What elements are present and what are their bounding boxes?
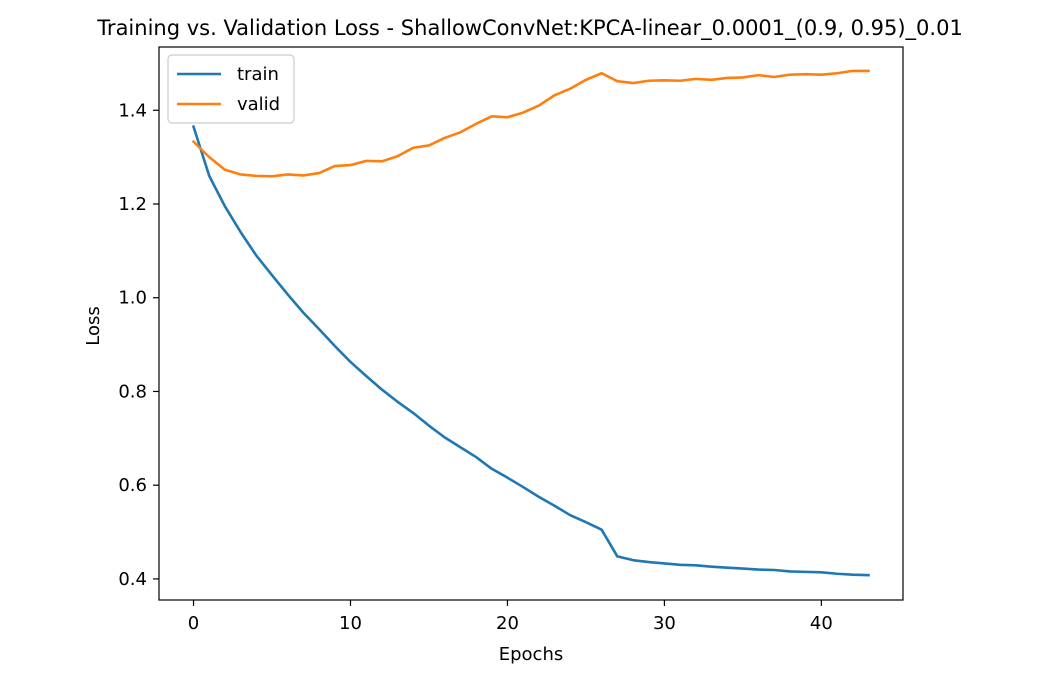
- x-tick-label: 40: [810, 613, 833, 634]
- x-tick-label: 10: [339, 613, 362, 634]
- x-axis-label: Epochs: [499, 644, 564, 665]
- axes-ticks: 0 10 20 30 40 0.4 0.6 0.8 1.0 1.2 1.4: [118, 100, 832, 634]
- x-tick-label: 20: [496, 613, 519, 634]
- x-tick-label: 30: [653, 613, 676, 634]
- chart-title: Training vs. Validation Loss - ShallowCo…: [96, 16, 963, 41]
- legend-label-train: train: [237, 64, 279, 85]
- y-axis-label: Loss: [83, 306, 104, 345]
- y-tick-label: 1.4: [118, 100, 147, 121]
- y-tick-label: 1.0: [118, 288, 147, 309]
- legend-box: [167, 54, 295, 124]
- x-tick-label: 0: [188, 613, 199, 634]
- y-tick-label: 1.2: [118, 194, 147, 215]
- y-tick-label: 0.6: [118, 475, 147, 496]
- plot-frame: [158, 46, 904, 601]
- y-tick-label: 0.4: [118, 569, 147, 590]
- legend-label-valid: valid: [237, 94, 280, 115]
- series-line-valid: [191, 69, 870, 178]
- series-line-train: [191, 125, 870, 577]
- plot-area: [191, 69, 870, 577]
- legend: train valid: [167, 54, 295, 124]
- y-tick-label: 0.8: [118, 381, 147, 402]
